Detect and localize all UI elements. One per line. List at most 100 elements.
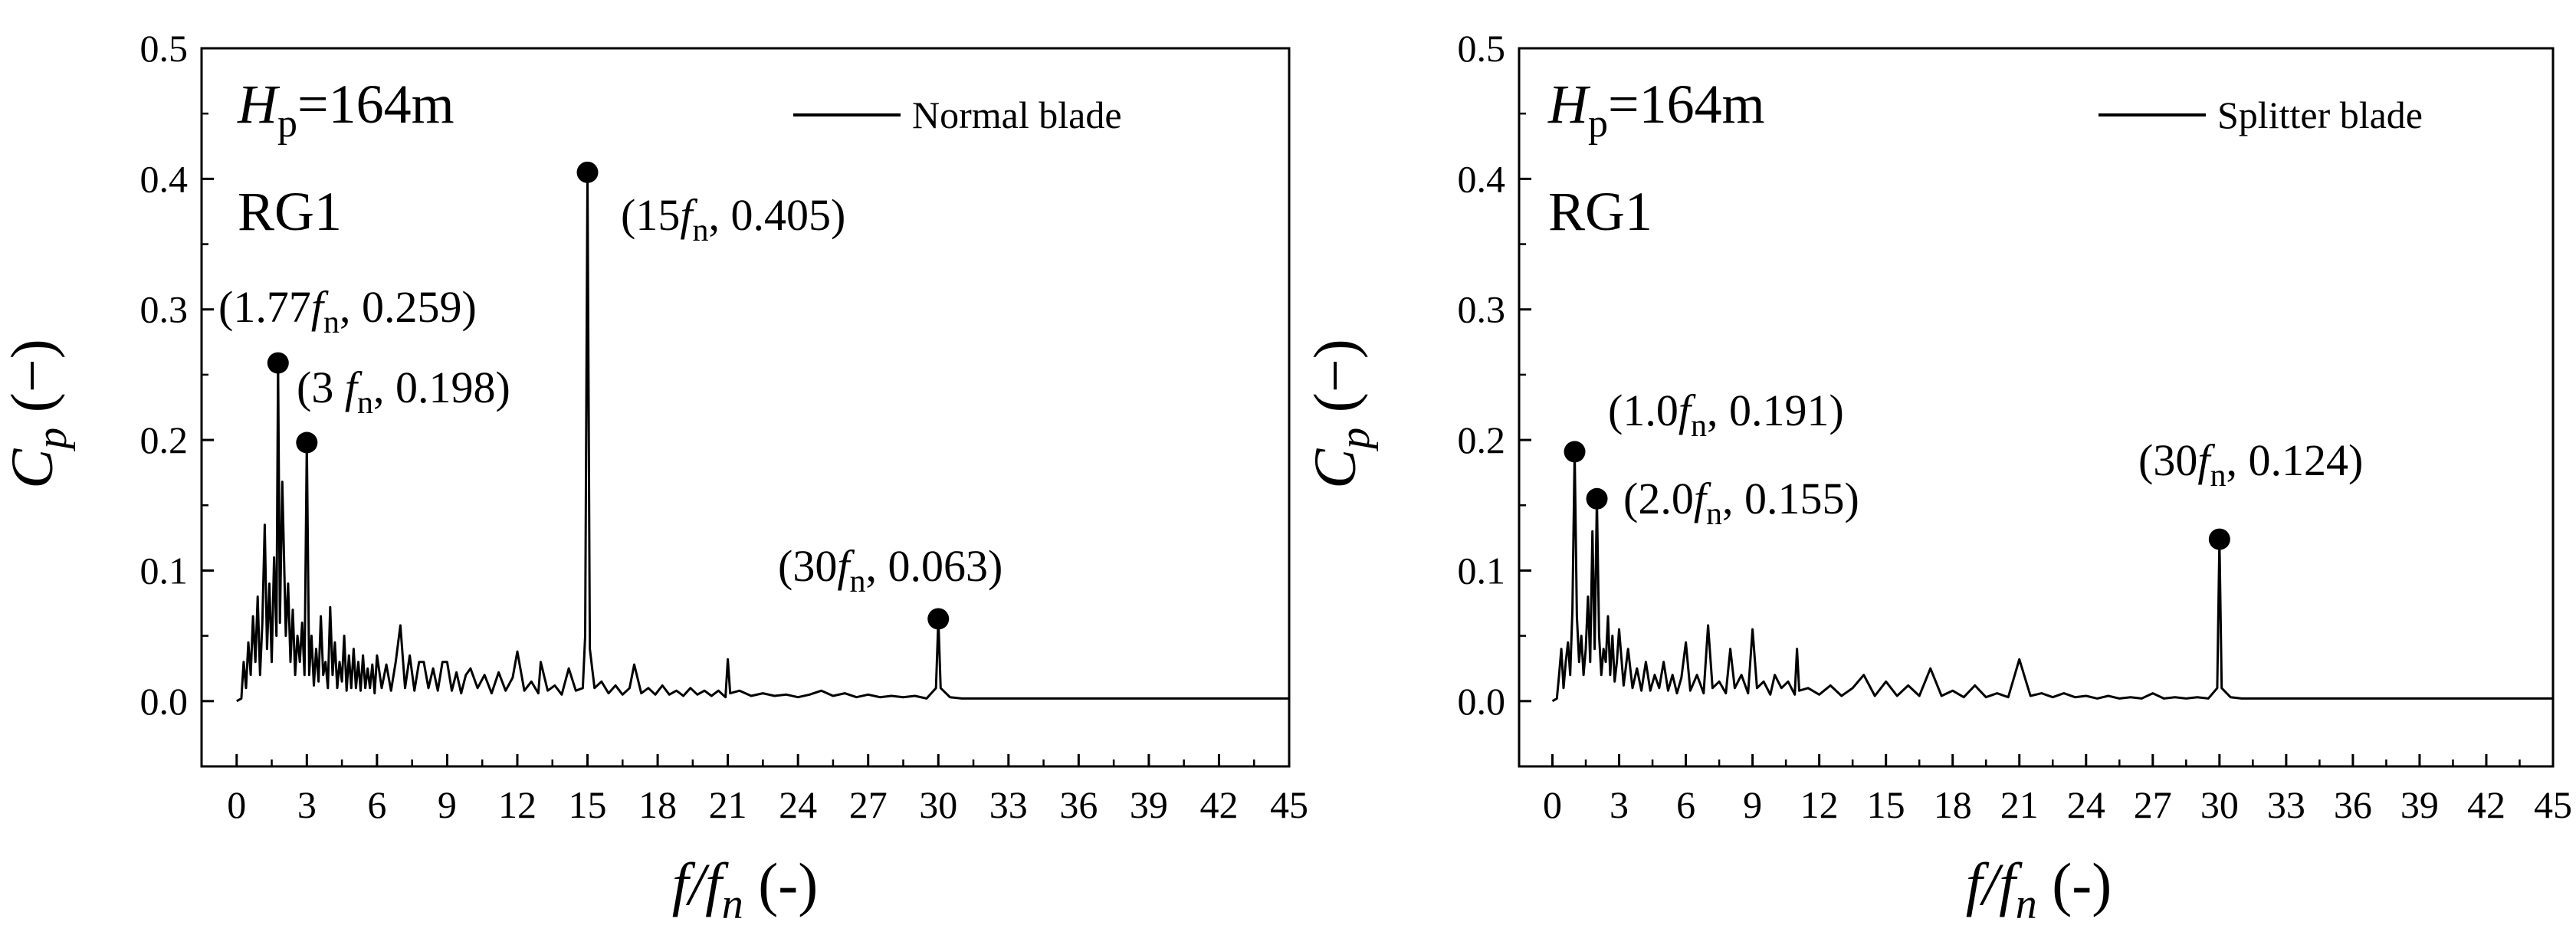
x-tick-label: 15 (1867, 783, 1905, 826)
x-axis-subscript: n (2016, 881, 2037, 928)
tag-label: RG1 (1548, 181, 1652, 242)
annotation-text: (1.0 (1608, 385, 1679, 435)
x-axis-unit: (-) (743, 851, 818, 917)
x-tick-label: 27 (849, 783, 888, 826)
peak-annotation: (2.0fn, 0.155) (1623, 474, 1859, 532)
x-tick-label: 9 (1743, 783, 1762, 826)
annotation-value: , 0.155) (1722, 474, 1859, 523)
chart-panel-splitter-blade: 0.00.10.20.30.40.50 3 6 9 12 15 18 21 24 27 30 33 36… (1301, 27, 2572, 928)
head-label: Hp=164m (1547, 74, 1765, 146)
x-tick-label: 24 (2067, 783, 2105, 826)
head-subscript: p (277, 102, 297, 146)
y-axis-subscript: p (28, 428, 76, 452)
y-tick-label: 0.4 (1458, 157, 1506, 200)
x-tick-label: 42 (1199, 783, 1238, 826)
head-label: Hp=164m (237, 74, 454, 146)
annotation-value: , 0.405) (708, 190, 845, 240)
peak-annotation: (15fn, 0.405) (621, 190, 845, 248)
annotation-text: (30 (2138, 435, 2197, 485)
annotation-subscript: n (1691, 408, 1707, 444)
head-subscript: p (1588, 102, 1608, 146)
x-tick-label: 45 (2534, 783, 2572, 826)
y-tick-label: 0.0 (1458, 680, 1506, 723)
x-tick-label: 36 (2334, 783, 2372, 826)
x-tick-label: 30 (2200, 783, 2239, 826)
annotation-value: , 0.063) (865, 541, 1003, 591)
annotation-text: (15 (621, 190, 680, 240)
plot-frame (200, 47, 1291, 768)
x-tick-label: 3 (1610, 783, 1629, 826)
y-tick-label: 0.5 (140, 27, 189, 70)
annotation-text: (30 (778, 541, 837, 591)
x-tick-label: 27 (2134, 783, 2172, 826)
head-symbol: H (1547, 74, 1591, 135)
x-tick-label: 0 (1543, 783, 1562, 826)
peak-marker (2208, 528, 2230, 550)
x-tick-label: 18 (1934, 783, 1972, 826)
annotation-subscript: n (849, 564, 865, 599)
x-tick-label: 6 (367, 783, 386, 826)
annotation-value: , 0.124) (2226, 435, 2363, 485)
x-tick-label: 21 (709, 783, 747, 826)
x-tick-label: 0 (227, 783, 246, 826)
y-tick-label: 0.3 (1458, 288, 1506, 331)
y-tick-label: 0.4 (140, 157, 189, 200)
x-axis-symbol: f/f (672, 851, 729, 917)
x-tick-label: 3 (297, 783, 317, 826)
x-tick-label: 45 (1270, 783, 1308, 826)
y-axis-symbol: C (1301, 448, 1368, 489)
y-axis-title: Cp (−) (0, 339, 76, 488)
y-axis-subscript: p (1331, 428, 1379, 452)
annotation-subscript: n (323, 305, 340, 340)
x-tick-label: 9 (438, 783, 457, 826)
x-tick-label: 39 (2400, 783, 2439, 826)
x-axis-unit: (-) (2037, 851, 2112, 917)
legend-label: Normal blade (912, 94, 1122, 136)
annotation-text: (2.0 (1623, 474, 1694, 523)
x-tick-label: 33 (2267, 783, 2305, 826)
x-tick-label: 42 (2467, 783, 2505, 826)
y-axis-unit: (−) (0, 339, 65, 427)
y-axis-symbol: C (0, 448, 65, 489)
series-line-1 (1551, 450, 2553, 703)
x-tick-label: 36 (1059, 783, 1098, 826)
y-tick-label: 0.2 (1458, 418, 1506, 461)
peak-marker (1586, 487, 1608, 510)
annotation-value: , 0.198) (373, 363, 510, 412)
peak-annotation: (1.0fn, 0.191) (1608, 385, 1844, 444)
y-axis-unit: (−) (1301, 339, 1368, 427)
x-axis-title: f/fn (-) (1966, 851, 2112, 928)
x-tick-label: 33 (989, 783, 1028, 826)
peak-annotation: (1.77fn, 0.259) (218, 282, 477, 340)
legend: Splitter blade (2099, 94, 2423, 136)
annotation-subscript: n (2210, 458, 2226, 494)
peak-marker (267, 352, 289, 374)
x-axis-title: f/fn (-) (672, 851, 818, 928)
legend-label: Splitter blade (2217, 94, 2423, 136)
head-symbol: H (237, 74, 281, 135)
x-axis-symbol: f/f (1966, 851, 2023, 917)
annotation-value: , 0.191) (1707, 385, 1844, 435)
peak-annotation: (3 fn, 0.198) (297, 363, 510, 421)
head-value: =164m (297, 74, 454, 135)
y-tick-label: 0.1 (1458, 549, 1506, 592)
y-tick-label: 0.5 (1458, 27, 1506, 70)
x-tick-label: 12 (498, 783, 537, 826)
annotation-value: , 0.259) (340, 282, 477, 332)
x-tick-label: 18 (638, 783, 677, 826)
y-tick-label: 0.0 (140, 680, 189, 723)
head-value: =164m (1608, 74, 1765, 135)
annotation-subscript: n (692, 213, 708, 248)
y-tick-label: 0.3 (140, 288, 189, 331)
x-tick-label: 12 (1800, 783, 1839, 826)
annotation-subscript: n (1706, 497, 1722, 532)
annotation-subscript: n (357, 385, 373, 421)
peak-marker (296, 431, 318, 454)
x-tick-label: 24 (779, 783, 817, 826)
annotation-text: (1.77 (218, 282, 311, 332)
series-line-1 (236, 171, 1289, 703)
x-tick-label: 6 (1676, 783, 1695, 826)
legend: Normal blade (793, 94, 1122, 136)
x-tick-label: 30 (919, 783, 957, 826)
